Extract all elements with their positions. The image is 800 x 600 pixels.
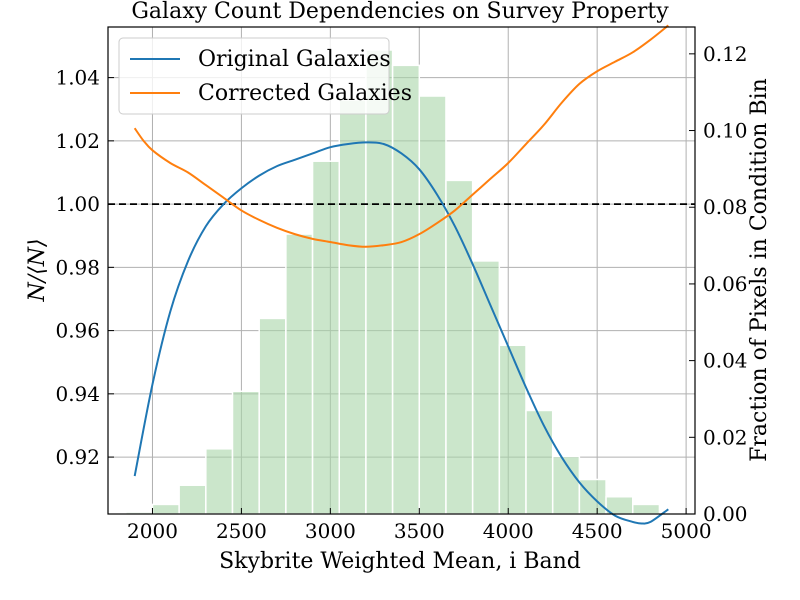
y-tick-label-left: 0.94 (55, 382, 100, 406)
histogram-bar (498, 344, 527, 515)
x-axis-label: Skybrite Weighted Mean, i Band (219, 549, 581, 574)
x-tick-label: 4000 (483, 519, 534, 543)
histogram-bars (125, 49, 661, 515)
histogram-bar (338, 99, 367, 515)
histogram-bar (151, 503, 180, 515)
histogram-bar (231, 390, 260, 515)
legend: Original Galaxies Corrected Galaxies (118, 37, 412, 115)
histogram-bar (365, 49, 394, 515)
y-axis-label-left: N/⟨N⟩ (25, 238, 50, 302)
y-tick-label-left: 1.00 (55, 192, 100, 216)
y-tick-label-right: 0.06 (703, 272, 748, 296)
x-tick-label: 3000 (305, 519, 356, 543)
chart-title: Galaxy Count Dependencies on Survey Prop… (131, 0, 669, 24)
y-tick-label-left: 0.92 (55, 445, 100, 469)
y-tick-label-left: 0.98 (55, 255, 100, 279)
y-tick-label-right: 0.08 (703, 195, 748, 219)
series-line-corrected (133, 24, 669, 248)
x-tick-label: 4500 (572, 519, 623, 543)
y-axis-label-right: Fraction of Pixels in Condition Bin (747, 78, 772, 462)
series-lines (133, 24, 669, 525)
histogram-bar (525, 409, 554, 515)
histogram-bar (311, 160, 340, 515)
legend-label-original: Original Galaxies (198, 47, 391, 72)
y-tick-label-right: 0.10 (703, 119, 748, 143)
histogram-bar (471, 260, 501, 515)
histogram-bar (445, 179, 474, 515)
histogram-bar (391, 64, 421, 515)
plot-frame (107, 26, 696, 515)
y-tick-label-right: 0.04 (703, 349, 748, 373)
y-tick-label-right: 0.00 (703, 502, 748, 526)
histogram-bar (631, 503, 661, 515)
histogram-bar (418, 95, 447, 515)
y-tick-label-left: 0.96 (55, 319, 100, 343)
x-tick-label: 3500 (394, 519, 445, 543)
x-tick-label: 2500 (216, 519, 267, 543)
y-tick-label-left: 1.04 (55, 66, 100, 90)
y-tick-label-right: 0.02 (703, 425, 748, 449)
y-tick-label-right: 0.12 (703, 42, 748, 66)
series-line-original (133, 141, 669, 525)
legend-box (118, 37, 390, 115)
histogram-bar (551, 455, 581, 515)
x-tick-label: 5000 (661, 519, 712, 543)
axis-ticks: 2000 2500 3000 3500 4000 4500 5000 0.92 0.94 0.96… (55, 42, 747, 543)
histogram-bar (205, 448, 234, 515)
histogram-bar (258, 317, 287, 515)
x-tick-label: 2000 (127, 519, 178, 543)
histogram-bar (285, 233, 314, 515)
histogram-bar (178, 484, 207, 515)
legend-label-corrected: Corrected Galaxies (198, 81, 412, 106)
y-tick-label-left: 1.02 (55, 129, 100, 153)
